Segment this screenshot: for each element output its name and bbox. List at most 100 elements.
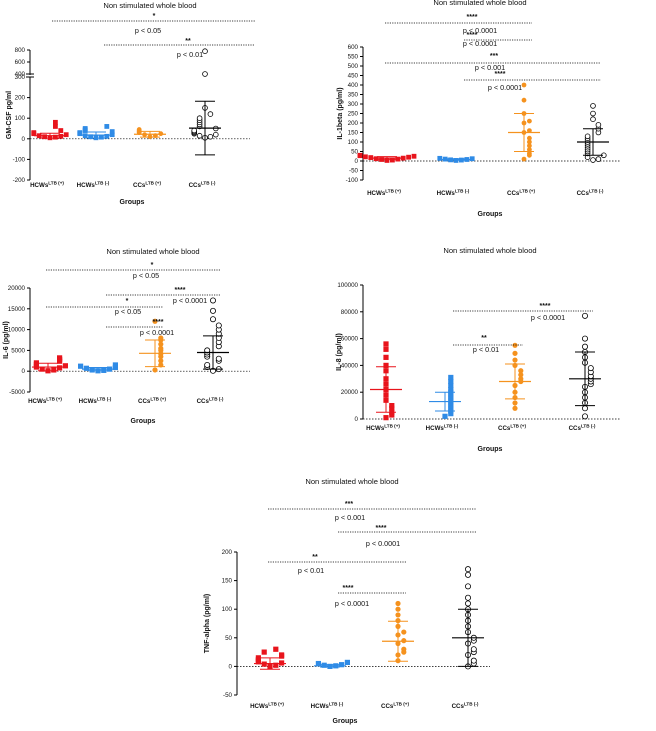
y-tick-label: 100000 <box>337 282 358 289</box>
y-tick-label: -100 <box>346 177 359 184</box>
data-point <box>582 335 589 342</box>
y-tick-label: 250 <box>348 111 359 118</box>
group-label: HCWsLTB (-) <box>311 702 344 711</box>
y-tick-label: 50 <box>351 149 358 156</box>
significance-stars: ** <box>312 554 318 561</box>
data-point <box>527 135 532 141</box>
data-point <box>512 350 518 356</box>
significance-stars: *** <box>490 53 498 60</box>
group-label-sup: LTB (+) <box>393 702 409 707</box>
data-point <box>104 133 110 139</box>
group-label: HCWsLTB (+) <box>30 181 64 190</box>
data-point <box>527 147 532 153</box>
data-point <box>383 341 389 347</box>
y-tick-label: -50 <box>223 692 233 699</box>
data-point <box>104 124 110 129</box>
x-axis-label: Groups <box>478 211 503 218</box>
significance-stars: **** <box>467 32 478 39</box>
group-label-sup: LTB (+) <box>48 181 64 186</box>
p-value: p < 0.0001 <box>531 313 565 322</box>
significance-stars: *** <box>345 501 353 508</box>
data-point <box>448 400 454 406</box>
data-point <box>406 154 411 160</box>
group-label-base: CCs <box>381 703 394 710</box>
data-point <box>590 110 596 117</box>
data-point <box>448 378 454 385</box>
data-point <box>518 376 524 382</box>
p-value: p < 0.01 <box>298 566 324 575</box>
data-point <box>448 411 454 417</box>
data-point <box>42 134 47 140</box>
data-point <box>464 583 471 590</box>
chart-il6: Non stimulated whole blood -5000 0 5000 1000… <box>3 247 250 425</box>
p-value: p < 0.0001 <box>463 26 497 35</box>
data-point <box>58 133 64 139</box>
data-point <box>158 131 164 137</box>
data-point <box>464 600 471 607</box>
group-label-base: CCs <box>133 182 146 189</box>
group-label-base: CCs <box>189 182 202 189</box>
data-point <box>442 413 448 419</box>
y-tick-label: 10000 <box>8 327 26 334</box>
group-label-base: CCs <box>452 703 465 710</box>
data-point <box>448 392 454 398</box>
y-tick-label: 50 <box>225 635 232 642</box>
p-value: p < 0.0001 <box>140 328 174 337</box>
data-point <box>400 155 406 161</box>
group-label-sup: LTB (+) <box>385 189 401 194</box>
data-point <box>527 128 532 134</box>
data-point <box>527 118 532 124</box>
data-point <box>595 122 602 128</box>
y-tick-label: 600 <box>15 59 26 66</box>
group-label: HCWsLTB (-) <box>426 424 459 433</box>
group-label: HCWsLTB (-) <box>437 189 470 198</box>
group-label: CCsLTB (+) <box>133 181 161 190</box>
data-point <box>383 415 389 421</box>
y-tick-label: 450 <box>348 73 359 80</box>
data-point <box>82 126 88 131</box>
y-tick-label: 400 <box>15 71 26 78</box>
chart-title: Non stimulated whole blood <box>433 0 526 7</box>
significance-stars: * <box>153 13 156 20</box>
y-tick-label: 400 <box>348 82 359 89</box>
data-point <box>63 132 69 138</box>
data-point <box>109 129 115 134</box>
y-tick-label: 40000 <box>341 362 359 369</box>
data-point <box>273 646 279 652</box>
y-tick-label: 800 <box>15 47 26 54</box>
data-point <box>383 346 389 352</box>
group-label-sup: LTB (+) <box>268 702 284 707</box>
y-tick-label: 0 <box>355 158 359 165</box>
chart-tnfa: Non stimulated whole blood -50 0 50 100 150 20… <box>204 477 490 725</box>
data-point <box>464 571 471 578</box>
significance-stars: **** <box>467 14 478 21</box>
data-point <box>88 134 93 140</box>
data-point <box>57 365 63 371</box>
x-axis-label: Groups <box>120 199 145 206</box>
data-point <box>395 606 401 612</box>
data-point <box>582 312 589 319</box>
chart-il8: Non stimulated whole blood 0 20000 40000 600… <box>336 246 620 453</box>
data-point <box>411 153 417 159</box>
group-label-base: HCWs <box>366 425 385 432</box>
group-label-base: HCWs <box>426 425 445 432</box>
y-tick-label: 100 <box>15 115 26 122</box>
p-value: p < 0.05 <box>133 271 159 280</box>
chart-title: Non stimulated whole blood <box>103 1 196 10</box>
data-point <box>527 143 532 149</box>
data-point <box>39 366 45 372</box>
data-point <box>31 130 37 136</box>
group-label: HCWsLTB (+) <box>366 424 400 433</box>
y-tick-label: 300 <box>15 74 26 81</box>
data-point <box>384 158 390 163</box>
data-point <box>213 131 219 138</box>
data-point <box>57 355 63 361</box>
y-tick-label: 150 <box>348 130 359 137</box>
significance-stars: * <box>151 262 154 269</box>
group-label-base: CCs <box>569 425 582 432</box>
group-label: CCsLTB (+) <box>498 424 526 433</box>
group-label-base: HCWs <box>437 190 456 197</box>
y-tick-label: 100 <box>222 606 233 613</box>
y-tick-label: 600 <box>348 44 359 51</box>
